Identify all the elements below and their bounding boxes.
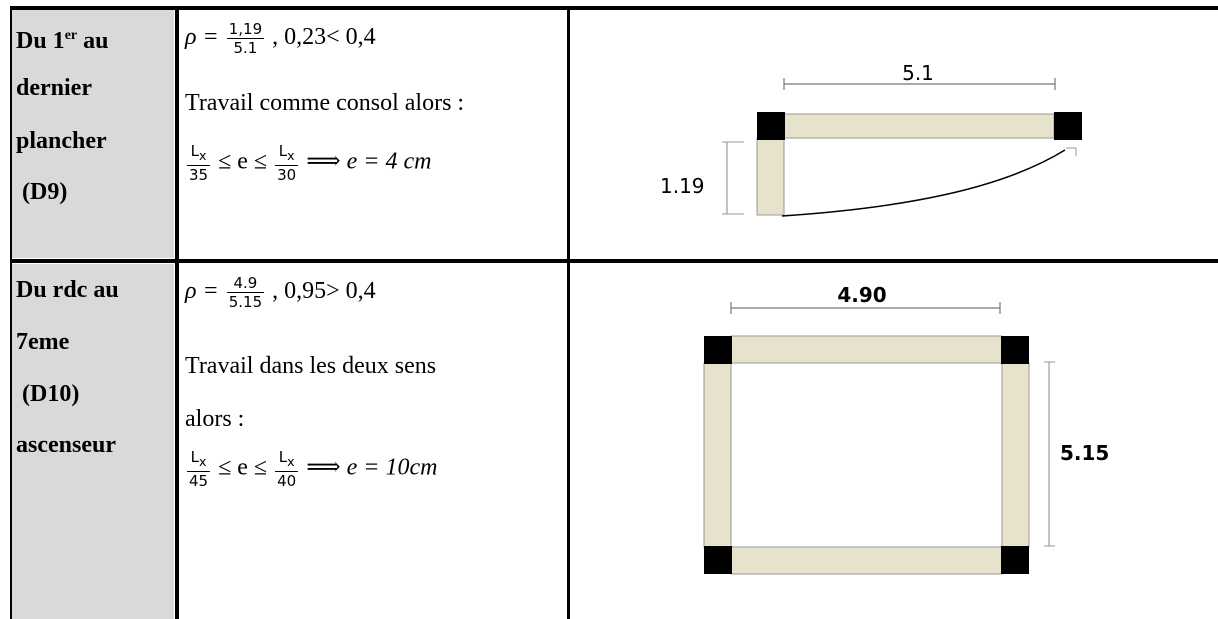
row-divider [10, 259, 1218, 263]
row2-label-cell [11, 264, 174, 619]
column-br [1001, 546, 1029, 574]
row2-label-line3: (D10) [16, 381, 80, 407]
row1-label-line3: plancher [16, 128, 107, 154]
row2-line3: alors : [185, 406, 245, 432]
column-left [757, 112, 785, 140]
beam-horizontal [783, 113, 1055, 139]
beam-top [730, 335, 1003, 364]
row2-rho-line: ρ = 4.9 5.15 , 0,95> 0,4 [185, 274, 376, 311]
row1-label-line4: (D9) [16, 179, 68, 205]
beam-right [1001, 362, 1030, 548]
row2-label-line1: Du rdc au [16, 277, 119, 303]
dim-label-top: 5.1 [902, 61, 934, 85]
row1-rho-line: ρ = 1,19 5.1 , 0,23< 0,4 [185, 20, 376, 57]
column-divider-1 [175, 6, 179, 619]
cantilever-slab-diagram: 5.1 1.19 [660, 61, 1082, 217]
row2-inequality: Lx 45 ≤ e ≤ Lx 40 ⟹ e = 10cm [187, 448, 438, 490]
dim-label-side: 1.19 [660, 174, 705, 198]
column-right [1054, 112, 1082, 140]
beam-left [703, 362, 732, 548]
table-top-border [10, 6, 1218, 10]
beam-vertical [756, 137, 785, 216]
dim-label-top-2: 4.90 [837, 283, 886, 307]
beam-bottom [730, 546, 1003, 575]
column-tl [704, 336, 732, 364]
row1-inequality: Lx 35 ≤ e ≤ Lx 30 ⟹ e = 4 cm [187, 142, 432, 184]
row1-label-cell [11, 10, 174, 258]
rectangular-slab-diagram: 4.90 5.15 [703, 283, 1109, 575]
row1-label-line1: Du 1er au [16, 28, 109, 54]
cantilever-edge [781, 149, 1066, 217]
dim-label-side-2: 5.15 [1060, 441, 1109, 465]
column-bl [704, 546, 732, 574]
row1-line2: Travail comme consol alors : [185, 90, 465, 116]
column-tr [1001, 336, 1029, 364]
row2-label-line4: ascenseur [16, 432, 116, 458]
row1-label-line2: dernier [16, 75, 92, 101]
row2-label-line2: 7eme [16, 329, 70, 355]
table-left-border [10, 6, 12, 619]
row2-line2: Travail dans les deux sens [185, 353, 437, 379]
column-divider-2 [567, 6, 570, 619]
